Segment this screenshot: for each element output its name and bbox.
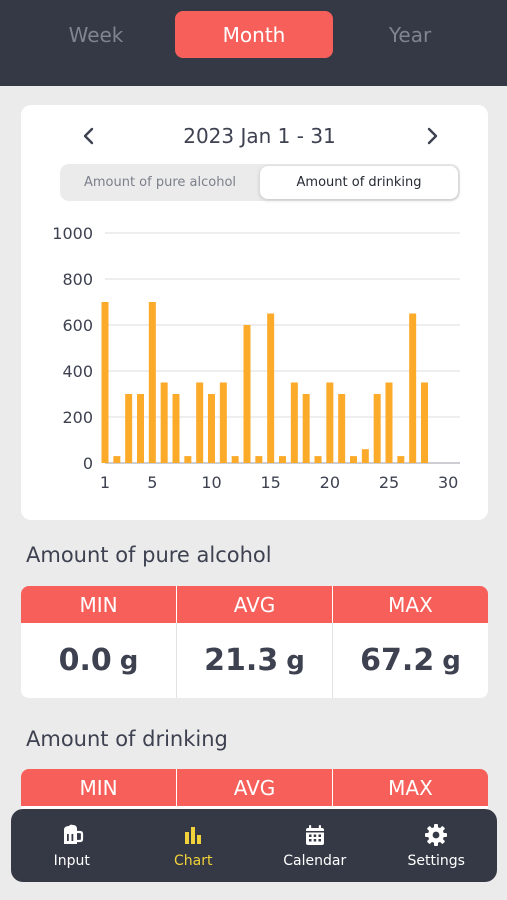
bar-chart-icon (185, 826, 202, 844)
nav-settings-label: Settings (407, 852, 465, 869)
bar (409, 313, 417, 463)
bar (326, 382, 334, 463)
calendar-icon (305, 824, 324, 845)
bar (231, 456, 239, 463)
tab-week[interactable]: Week (68, 22, 124, 47)
stats-header-row: MIN AVG MAX (21, 586, 488, 623)
y-tick-label: 200 (62, 408, 93, 427)
drinking-header-min: MIN (21, 769, 177, 806)
drinking-header-max: MAX (388, 775, 433, 800)
previous-period-button[interactable] (74, 121, 104, 151)
y-tick-label: 400 (62, 362, 93, 381)
period-label: 2023 Jan 1 - 31 (183, 124, 336, 148)
bar (160, 382, 168, 463)
bar (184, 456, 192, 463)
stat-avg: 21.3 g (177, 623, 333, 698)
x-tick-label: 1 (100, 473, 110, 492)
drinking-header-avg: AVG (177, 769, 333, 806)
bar (373, 394, 381, 463)
tab-month[interactable]: Month (175, 11, 333, 58)
next-period-button[interactable] (417, 121, 447, 151)
bar (290, 382, 298, 463)
bar (361, 449, 369, 463)
bar (350, 456, 357, 463)
bar (125, 394, 133, 463)
drinking-title: Amount of drinking (26, 727, 228, 751)
stat-min: 0.0 g (21, 623, 177, 698)
metric-toggle: Amount of pure alcohol Amount of drinkin… (60, 164, 460, 201)
stats-value-row: 0.0 g 21.3 g 67.2 g (21, 623, 488, 698)
gear-icon (425, 823, 448, 846)
stat-max-unit: g (442, 645, 461, 676)
bar (267, 313, 275, 463)
bar (148, 302, 156, 463)
stat-avg-unit: g (286, 645, 305, 676)
bar (421, 382, 428, 463)
bottom-nav: Input Chart Calendar (11, 809, 497, 882)
nav-chart-label: Chart (174, 852, 213, 869)
bar (172, 394, 180, 463)
bar (255, 456, 263, 463)
bar (314, 456, 322, 463)
nav-chart[interactable]: Chart (133, 809, 255, 882)
chevron-right-icon (427, 127, 438, 145)
stat-max-value: 67.2 (360, 643, 435, 678)
bar (279, 456, 286, 463)
pure-alcohol-title: Amount of pure alcohol (26, 543, 272, 567)
bar (338, 394, 346, 463)
stats-header-max: MAX (388, 592, 433, 617)
y-tick-label: 0 (83, 454, 93, 473)
stats-header-avg: AVG (177, 586, 333, 623)
bar (302, 394, 310, 463)
bar (397, 456, 405, 463)
y-tick-label: 800 (62, 270, 93, 289)
nav-input[interactable]: Input (11, 809, 133, 882)
stat-avg-value: 21.3 (204, 643, 279, 678)
tab-year[interactable]: Year (388, 22, 432, 47)
bar (219, 382, 227, 463)
nav-settings[interactable]: Settings (376, 809, 498, 882)
stat-max: 67.2 g (333, 623, 488, 698)
toggle-amount-of-drinking[interactable]: Amount of drinking (260, 166, 458, 199)
bar (196, 382, 204, 463)
stat-min-unit: g (119, 645, 139, 676)
nav-calendar[interactable]: Calendar (254, 809, 376, 882)
chevron-left-icon (83, 127, 94, 145)
bar (243, 325, 251, 463)
y-tick-label: 1000 (52, 224, 93, 243)
y-tick-label: 600 (62, 316, 93, 335)
stat-min-value: 0.0 (58, 643, 112, 678)
drinking-stats-header-row: MIN AVG MAX (21, 769, 488, 806)
x-tick-label: 5 (147, 473, 157, 492)
x-tick-label: 30 (438, 473, 458, 492)
x-tick-label: 20 (320, 473, 340, 492)
chart-card: 2023 Jan 1 - 31 Amount of pure alcohol A… (21, 105, 488, 520)
bar (101, 302, 109, 463)
x-tick-label: 25 (379, 473, 399, 492)
bar (113, 456, 121, 463)
pure-alcohol-stats: MIN AVG MAX 0.0 g 21.3 g 67.2 g (21, 586, 488, 698)
bar (208, 394, 215, 463)
nav-calendar-label: Calendar (283, 852, 347, 869)
bar (385, 382, 393, 463)
x-tick-label: 15 (260, 473, 280, 492)
period-tab-bar: Week Month Year (0, 0, 507, 86)
nav-input-label: Input (53, 852, 90, 869)
x-tick-label: 10 (201, 473, 221, 492)
beer-mug-icon (63, 824, 83, 844)
toggle-pure-alcohol[interactable]: Amount of pure alcohol (83, 175, 237, 190)
stats-header-min: MIN (21, 586, 177, 623)
bar (137, 394, 144, 463)
